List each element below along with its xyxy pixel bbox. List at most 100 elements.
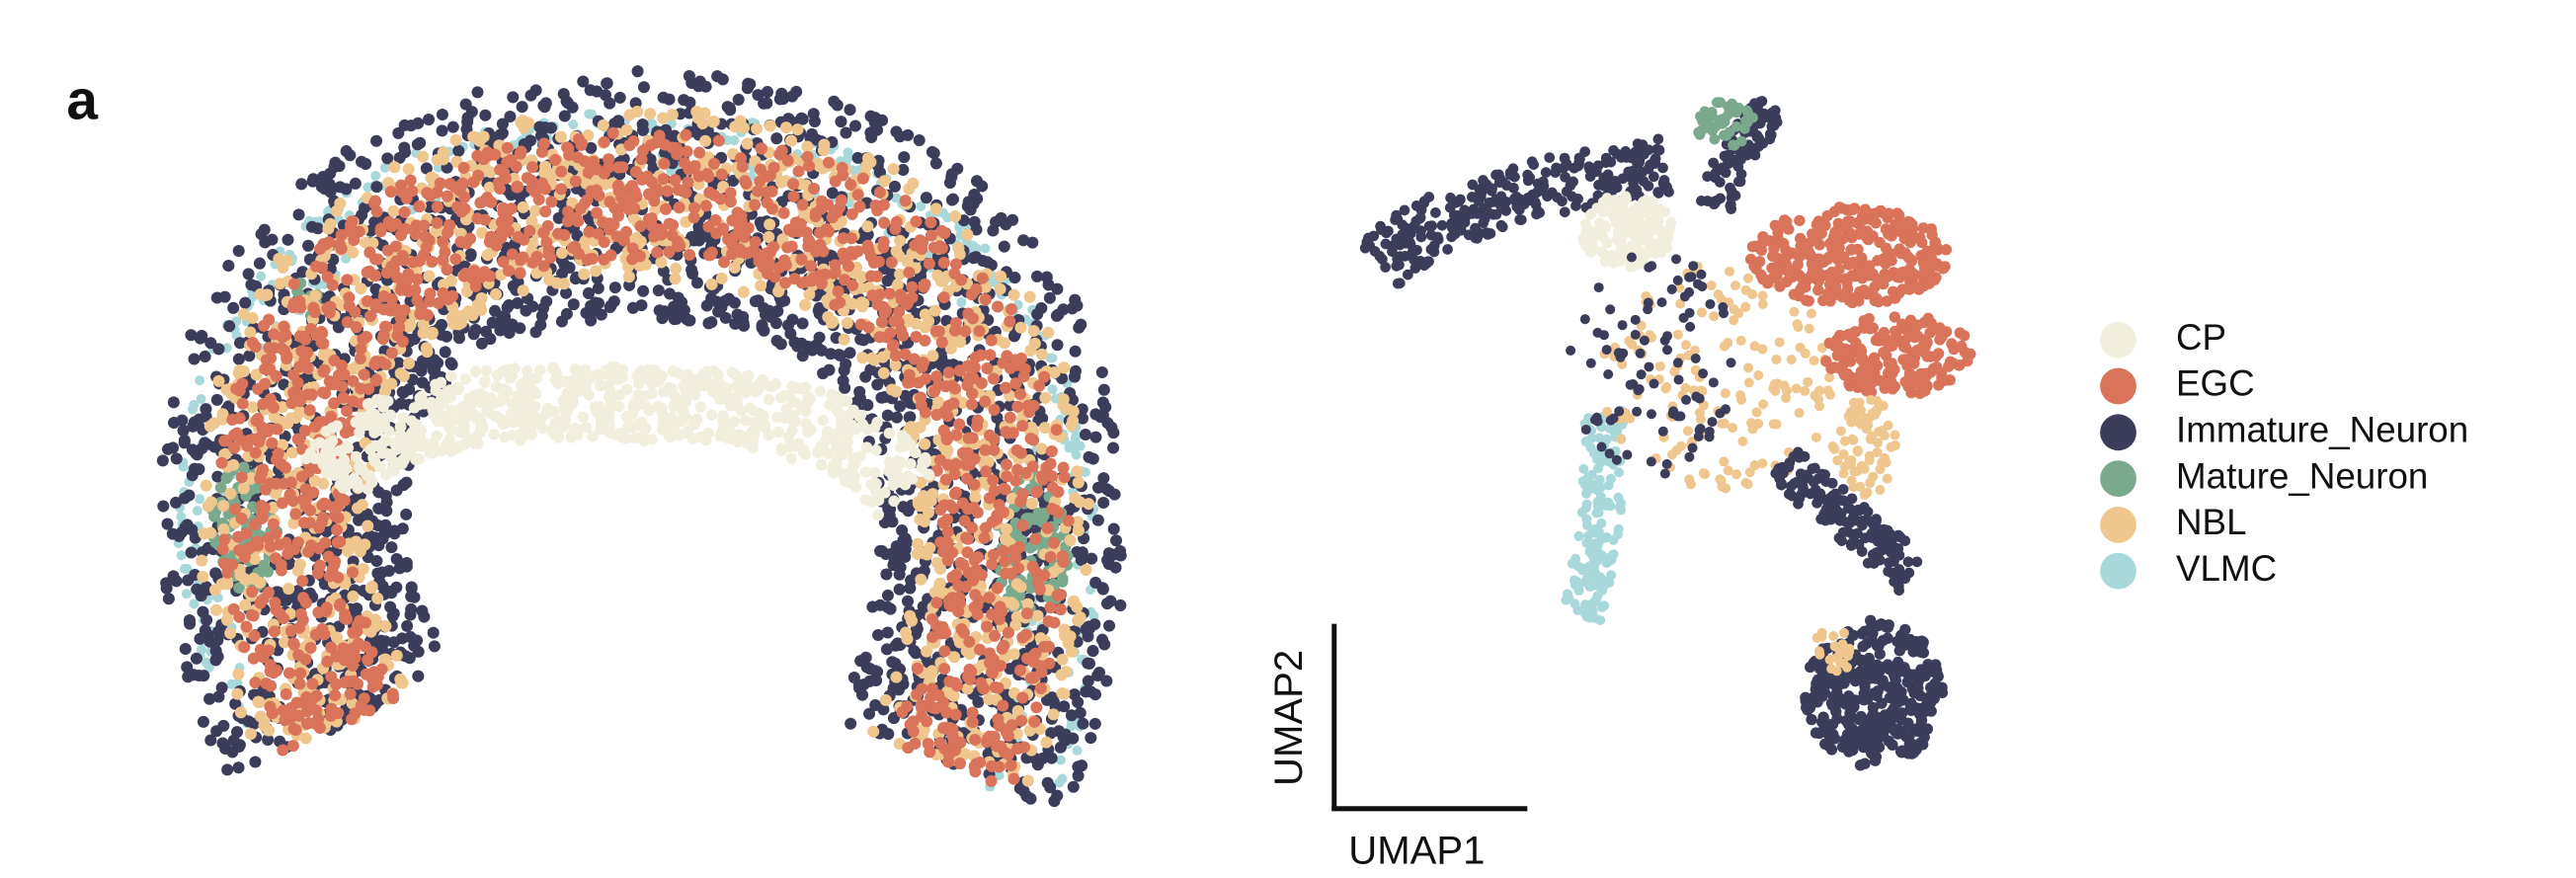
cell-dot xyxy=(561,97,574,110)
cell-dot xyxy=(929,202,942,215)
cell-dot xyxy=(379,162,390,173)
cell-dot xyxy=(817,245,830,258)
cell-dot xyxy=(1083,450,1095,463)
cell-dot xyxy=(195,375,205,386)
cell-dot xyxy=(971,243,983,254)
cell-dot xyxy=(861,220,874,233)
cell-dot xyxy=(756,319,768,332)
cell-dot xyxy=(523,134,537,147)
cell-dot xyxy=(408,591,421,603)
cell-dot xyxy=(910,331,923,344)
cell-dot xyxy=(925,216,937,229)
cell-dot xyxy=(178,492,191,505)
cell-dot xyxy=(200,479,212,492)
cell-dot xyxy=(511,296,523,309)
cell-dot xyxy=(774,338,787,351)
cell-dot xyxy=(502,317,515,330)
cell-dot xyxy=(1028,715,1041,728)
cell-dot xyxy=(196,554,208,567)
cell-dot xyxy=(287,278,300,290)
cell-dot xyxy=(399,222,412,235)
cell-dot xyxy=(663,93,676,106)
cell-dot xyxy=(1035,348,1048,360)
cell-dot xyxy=(935,336,948,349)
cell-dot xyxy=(274,278,286,290)
cell-dot xyxy=(956,297,967,308)
cell-dot xyxy=(914,514,926,526)
cell-dot xyxy=(1062,637,1075,650)
cell-dot xyxy=(1000,458,1012,471)
cell-dot xyxy=(196,644,206,655)
cell-dot xyxy=(667,218,680,231)
cell-dot xyxy=(897,163,910,176)
cell-dot xyxy=(176,512,187,522)
cell-dot xyxy=(887,712,900,725)
cell-dot xyxy=(832,285,845,298)
cell-dot xyxy=(899,542,912,555)
cell-dot xyxy=(1055,669,1068,681)
cell-dot xyxy=(999,483,1011,496)
cell-dot xyxy=(178,461,189,472)
cell-dot xyxy=(688,160,701,173)
cell-dot xyxy=(224,487,237,500)
cell-dot xyxy=(1004,411,1016,424)
cell-dot xyxy=(653,129,666,142)
cell-dot xyxy=(715,168,728,181)
cell-dot xyxy=(796,317,809,330)
cell-dot xyxy=(338,676,352,688)
cell-dot xyxy=(1058,361,1071,374)
cell-dot xyxy=(749,199,762,211)
cell-dot xyxy=(861,399,874,412)
cell-dot xyxy=(439,346,451,359)
cell-dot xyxy=(424,190,437,202)
cell-dot xyxy=(194,632,206,645)
cell-dot xyxy=(998,337,1010,350)
cell-dot xyxy=(975,569,988,582)
cell-dot xyxy=(388,161,401,174)
cell-dot xyxy=(292,208,305,221)
cell-dot xyxy=(907,725,920,738)
cell-dot xyxy=(448,181,461,194)
cell-dot xyxy=(598,135,610,148)
cell-dot xyxy=(769,317,782,330)
cell-dot xyxy=(423,113,436,125)
cell-dot xyxy=(784,134,798,147)
cell-dot xyxy=(877,199,890,211)
cell-dot xyxy=(965,398,979,411)
cell-dot xyxy=(167,396,180,409)
cell-dot xyxy=(937,291,950,304)
cell-dot xyxy=(600,89,612,102)
cell-dot xyxy=(855,296,868,309)
cell-dot xyxy=(626,301,639,314)
cell-dot xyxy=(555,315,568,328)
cell-dot xyxy=(371,592,384,604)
cell-dot xyxy=(394,367,407,380)
cell-dot xyxy=(549,153,562,166)
cell-dot xyxy=(322,222,335,235)
cell-dot xyxy=(1097,383,1110,396)
cell-dot xyxy=(582,286,595,299)
cell-dot xyxy=(250,415,263,428)
cell-dot xyxy=(925,229,937,242)
cell-dot xyxy=(350,321,362,334)
cell-dot xyxy=(398,146,412,159)
cell-dot xyxy=(286,740,299,753)
cell-dot xyxy=(1028,337,1041,350)
cell-dot xyxy=(242,268,255,280)
cell-dot xyxy=(199,437,211,449)
cell-dot xyxy=(699,134,712,147)
cell-dot xyxy=(851,189,864,201)
cell-dot xyxy=(204,337,217,350)
cell-dot xyxy=(523,224,536,237)
cell-dot xyxy=(232,353,245,365)
cell-dot xyxy=(890,671,903,683)
cell-dot xyxy=(302,545,315,558)
cell-dot xyxy=(567,241,580,255)
cell-dot xyxy=(232,761,245,774)
cell-dot xyxy=(961,228,974,241)
cell-dot xyxy=(471,298,484,311)
cell-dot xyxy=(218,533,231,546)
cell-dot xyxy=(197,570,209,583)
cell-dot xyxy=(860,159,873,172)
cell-dot xyxy=(1069,364,1082,377)
